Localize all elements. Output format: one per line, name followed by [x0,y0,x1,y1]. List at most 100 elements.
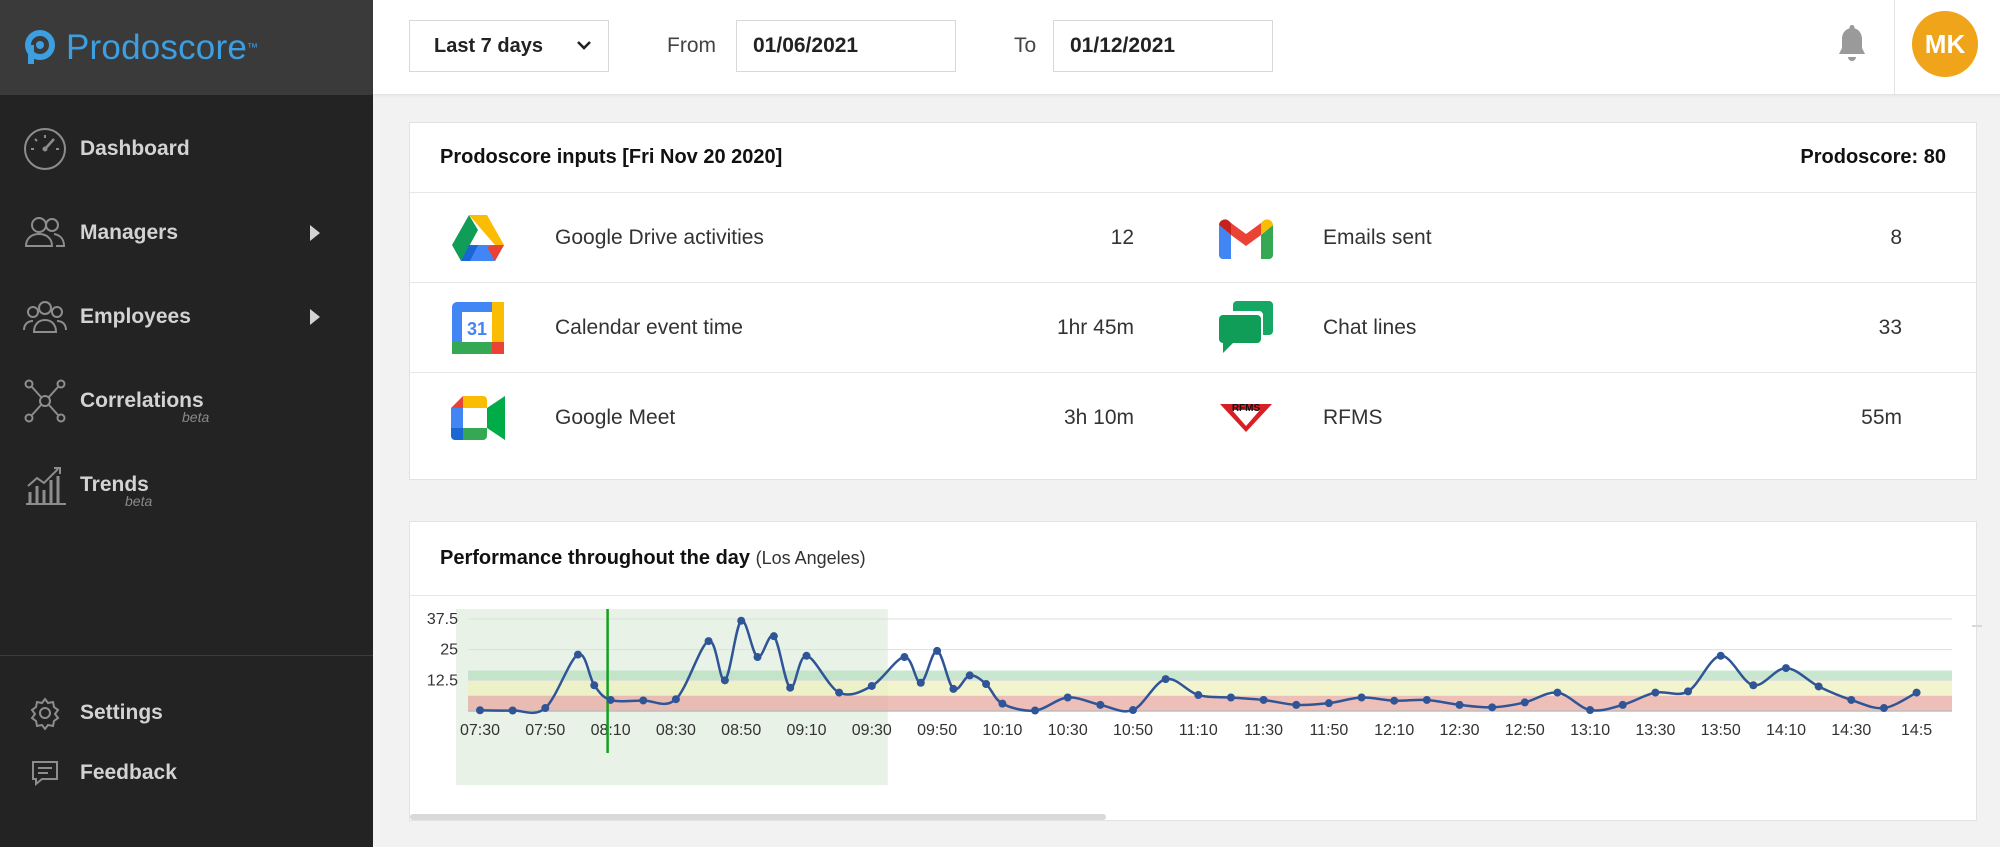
x-tick-label: 07:50 [525,722,565,739]
google-calendar-icon: 31 [450,300,506,356]
x-tick-label: 09:50 [917,722,957,739]
date-range-value: Last 7 days [434,34,543,57]
x-tick-label: 08:10 [591,722,631,739]
speedometer-icon [22,126,68,172]
data-point [998,699,1007,708]
data-point [1684,687,1693,696]
data-point [1194,691,1203,700]
metric-chat-lines: Chat lines 33 [1178,283,1946,373]
data-point [1651,688,1660,697]
performance-line [479,619,1918,715]
expand-arrow-icon[interactable] [310,309,320,325]
to-date-input[interactable] [1053,20,1273,72]
x-tick-label: 08:30 [656,722,696,739]
beta-tag: beta [125,493,153,509]
sidebar-item-employees[interactable]: Employees [0,275,373,359]
sidebar-item-label: Managers [80,221,179,244]
data-point [1912,688,1921,697]
data-point [769,632,778,641]
topbar: Last 7 days From To MK [373,0,2000,95]
data-point [1324,699,1333,708]
performance-chart[interactable]: 12.5 25 37.5 07:30 07:50 08:10 08:30 08:50 09:10… [410,596,1978,822]
x-tick-label: 14:10 [1766,722,1806,739]
x-tick-label: 07:30 [460,722,500,739]
metric-value: 1hr 45m [1056,316,1134,339]
avatar[interactable]: MK [1912,11,1978,77]
date-range-select[interactable]: Last 7 days [409,20,609,72]
sidebar-item-feedback[interactable]: Feedback [0,743,373,803]
data-point [704,637,713,646]
sidebar-bottom-nav: Settings Feedback [0,683,373,803]
brand-trademark: ™ [246,41,258,54]
from-date-input[interactable] [736,20,956,72]
data-point [1357,693,1366,702]
x-tick-label: 12:10 [1374,722,1414,739]
brand[interactable]: Prodoscore ™ [0,0,373,95]
metric-google-meet: Google Meet 3h 10m [410,373,1178,463]
data-point [573,650,582,659]
data-point [965,671,974,680]
data-point [1292,700,1301,709]
sidebar-item-label: Settings [80,701,163,724]
sidebar-item-label: Trends [80,473,149,496]
metric-label: RFMS [1323,406,1383,429]
metric-value: 12 [1110,226,1134,249]
trends-icon [22,462,68,508]
sidebar-item-trends[interactable]: Trends beta [0,443,373,527]
data-point [900,653,909,662]
metric-label: Calendar event time [555,316,743,339]
data-point [1520,698,1529,707]
data-point [1782,664,1790,673]
data-point [476,706,484,715]
metric-value: 3h 10m [1063,406,1134,429]
y-tick-label: 12.5 [427,672,458,689]
x-tick-label: 12:50 [1505,722,1545,739]
topbar-divider [1894,0,1895,95]
data-point [541,704,550,713]
data-point [1161,675,1170,684]
band-mid [468,680,1952,696]
rfms-logo-text: RFMS [1232,403,1261,414]
data-point [949,684,958,693]
from-label: From [667,34,716,57]
data-point [1618,700,1627,709]
sidebar-item-dashboard[interactable]: Dashboard [0,107,373,191]
expand-arrow-icon[interactable] [310,225,320,241]
y-tick-label: 37.5 [427,611,458,628]
bell-icon[interactable] [1835,24,1869,64]
chart-scrollbar[interactable] [410,814,1106,820]
metric-row: 31 Calendar event time 1hr 45m Chat line… [410,283,1976,373]
sidebar-item-managers[interactable]: Managers [0,191,373,275]
x-tick-label: 08:50 [721,722,761,739]
x-tick-label: 11:10 [1179,722,1218,739]
x-tick-label: 10:50 [1113,722,1153,739]
data-point [590,681,599,690]
data-point [1749,681,1758,690]
google-meet-icon [450,390,506,446]
x-tick-label: 14:30 [1831,722,1871,739]
x-tick-label: 11:50 [1309,722,1348,739]
brand-name: Prodoscore [66,27,247,67]
performance-chart-svg[interactable]: 12.5 25 37.5 07:30 07:50 08:10 08:30 08:50 09:10… [410,596,1978,822]
employees-icon [22,294,68,340]
google-drive-icon [450,210,506,266]
sidebar-item-correlations[interactable]: Correlations beta [0,359,373,443]
metric-value: 55m [1861,406,1902,429]
metric-label: Google Meet [555,406,676,429]
to-label: To [1014,34,1037,57]
data-point [1063,693,1072,702]
sidebar-item-label: Feedback [80,761,177,784]
sidebar-item-settings[interactable]: Settings [0,683,373,743]
data-point [1226,693,1235,702]
data-point [1129,706,1137,715]
data-point [1716,651,1725,660]
network-icon [22,378,68,424]
edge-mark [1972,625,1982,627]
data-point [639,696,648,705]
performance-chart-card: Performance throughout the day (Los Ange… [409,521,1977,821]
prodoscore-logo-icon [25,29,55,64]
sidebar-nav: Dashboard Managers Employees Correlation… [0,95,373,527]
x-tick-label: 10:10 [982,722,1022,739]
data-point [1814,682,1823,691]
x-tick-label: 14:5 [1901,722,1932,739]
